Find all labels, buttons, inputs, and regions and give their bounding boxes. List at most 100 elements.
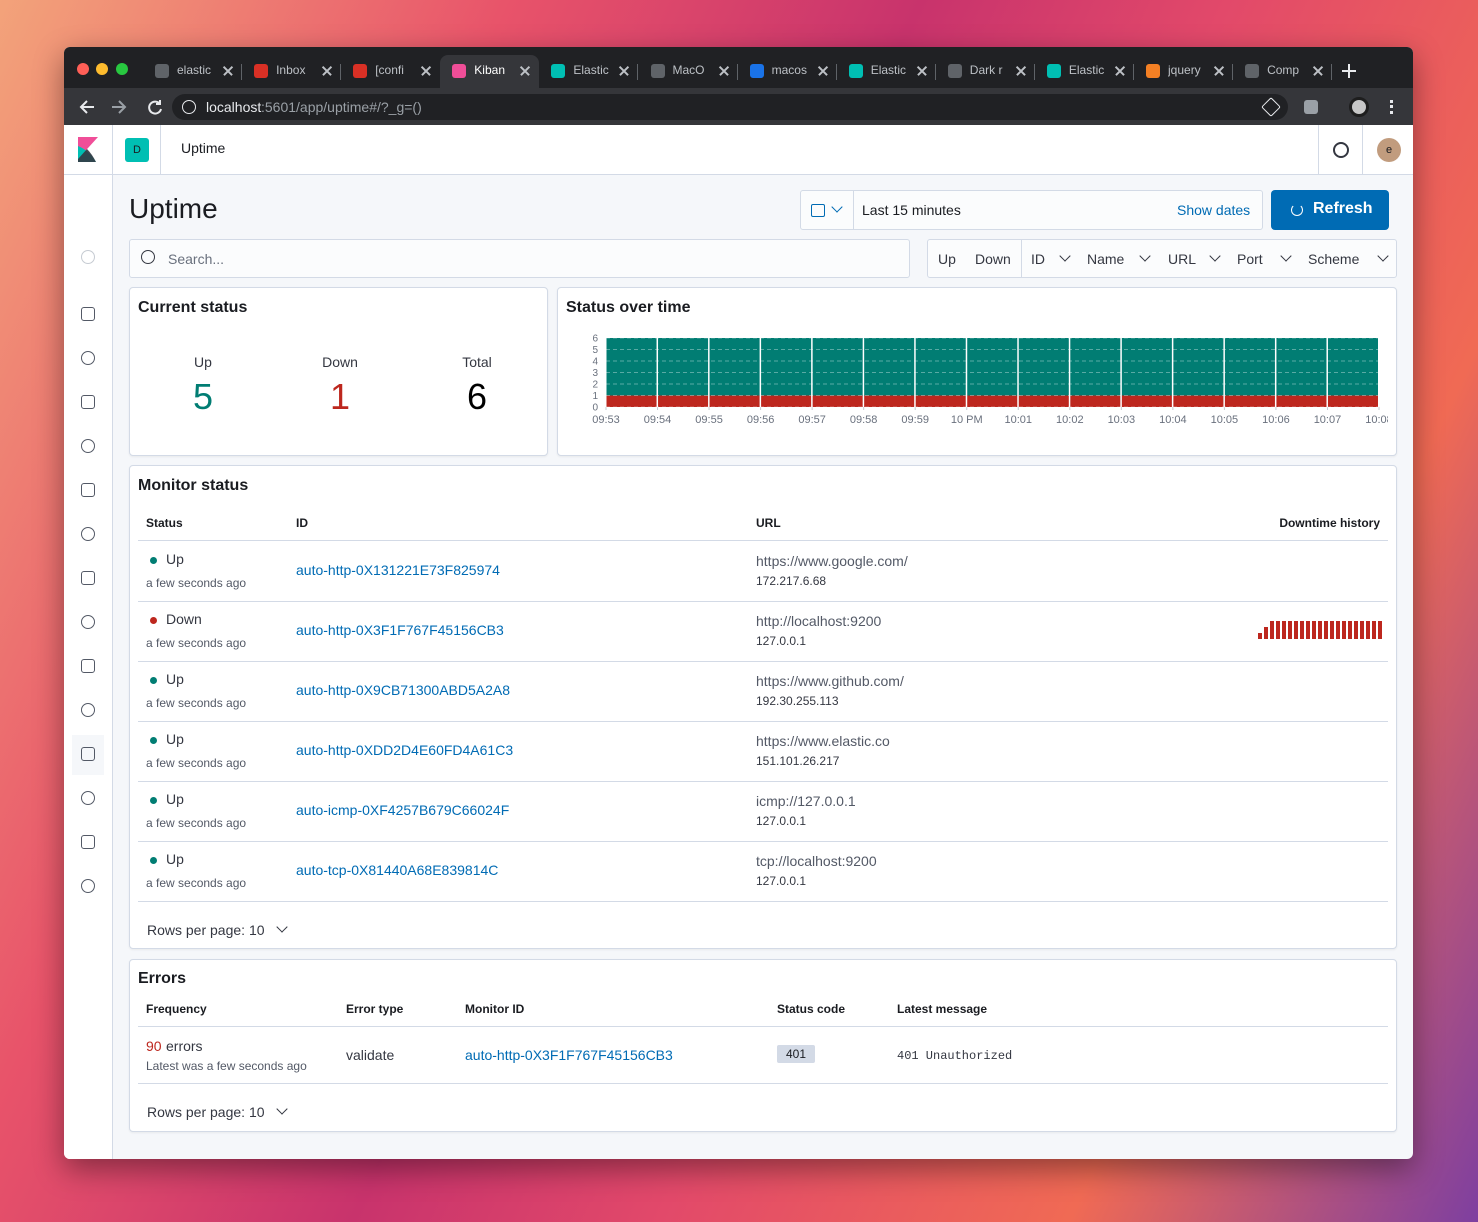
monitor-ip: 127.0.0.1: [756, 874, 807, 888]
bar-segment: [1173, 338, 1224, 396]
tab-close[interactable]: [718, 65, 729, 76]
reload[interactable]: [148, 100, 162, 115]
browser-tab[interactable]: Kiban: [440, 55, 540, 88]
back[interactable]: [79, 100, 94, 114]
column-header: Latest message: [897, 1002, 988, 1016]
calendar-icon[interactable]: [811, 204, 825, 217]
x-tick-label: 10:04: [1159, 414, 1187, 426]
tab-separator: [1132, 64, 1134, 80]
filter-button[interactable]: Port: [1237, 251, 1263, 267]
nav-icon[interactable]: [81, 791, 95, 805]
bookmark-star[interactable]: [1261, 97, 1281, 117]
status-dot: [150, 677, 157, 684]
history-bar: [1288, 621, 1292, 639]
tab-close[interactable]: [817, 65, 828, 76]
space-avatar[interactable]: D: [125, 138, 149, 162]
nav-icon[interactable]: [81, 439, 95, 453]
date-picker[interactable]: Last 15 minutes Show dates: [800, 190, 1263, 230]
show-dates[interactable]: Show dates: [1177, 202, 1251, 218]
address-bar[interactable]: localhost :5601/app/uptime#/?_g=(): [172, 94, 1288, 120]
nav-icon[interactable]: [81, 835, 95, 849]
filter-button[interactable]: URL: [1168, 251, 1197, 267]
browser-tab[interactable]: Dark r: [936, 55, 1035, 88]
history-bar: [1264, 627, 1268, 639]
browser-tab[interactable]: Comp: [1233, 55, 1333, 88]
tab-close[interactable]: [1115, 65, 1125, 76]
tab-icon: [650, 64, 665, 78]
browser-tab[interactable]: jquery: [1134, 55, 1233, 88]
browser-tab[interactable]: Elastic: [837, 55, 936, 88]
extension-icon[interactable]: [1304, 100, 1318, 114]
profile-icon[interactable]: [1349, 97, 1369, 117]
monitor-id[interactable]: auto-http-0XDD2D4E60FD4A61C3: [296, 742, 514, 758]
tab-close[interactable]: [223, 65, 233, 76]
tab-close[interactable]: [322, 65, 332, 76]
kibana-logo[interactable]: [78, 137, 98, 162]
monitor-id[interactable]: auto-icmp-0XF4257B679C66024F: [296, 802, 510, 818]
nav-icon[interactable]: [81, 395, 95, 409]
rows-per-page[interactable]: Rows per page: 10: [147, 1104, 265, 1120]
browser-tab[interactable]: elastic: [143, 55, 242, 88]
status-text: Up: [166, 791, 184, 807]
tab-icon: [1046, 64, 1061, 78]
refresh-button[interactable]: Refresh: [1271, 190, 1389, 230]
browser-tab[interactable]: MacO: [639, 55, 738, 88]
tab-close[interactable]: [421, 65, 431, 76]
nav-icon[interactable]: [81, 659, 95, 673]
tab-close[interactable]: [916, 65, 927, 76]
history-bar: [1360, 621, 1364, 639]
tab-close[interactable]: [520, 65, 531, 76]
x-tick-label: 10:08: [1365, 414, 1388, 426]
menu-icon[interactable]: [1390, 100, 1393, 114]
monitor-id[interactable]: auto-http-0X131221E73F825974: [296, 562, 500, 578]
rows-per-page[interactable]: Rows per page: 10: [147, 922, 265, 938]
tab-close[interactable]: [1214, 65, 1224, 76]
x-tick-label: 10:01: [1005, 414, 1033, 426]
nav-icon[interactable]: [81, 747, 95, 761]
divider: [1318, 125, 1319, 174]
browser-tab[interactable]: [confi: [341, 55, 440, 88]
nav-icon[interactable]: [81, 250, 95, 264]
filter-button[interactable]: Up: [938, 251, 956, 267]
browser-tab[interactable]: macos: [738, 55, 837, 88]
filter-button[interactable]: ID: [1031, 251, 1045, 267]
nav-icon[interactable]: [81, 527, 95, 541]
bar-segment: [915, 338, 966, 396]
tab-close[interactable]: [619, 65, 630, 76]
filter-button[interactable]: Down: [975, 251, 1011, 267]
monitor-id[interactable]: auto-http-0X3F1F767F45156CB3: [465, 1047, 673, 1063]
monitor-id[interactable]: auto-http-0X9CB71300ABD5A2A8: [296, 682, 511, 698]
tab-separator: [241, 64, 242, 80]
tab-close[interactable]: [1313, 65, 1323, 76]
side-nav: [64, 175, 113, 1159]
monitor-id[interactable]: auto-http-0X3F1F767F45156CB3: [296, 622, 504, 638]
nav-icon[interactable]: [81, 483, 95, 497]
monitor-id[interactable]: auto-tcp-0X81440A68E839814C: [296, 862, 499, 878]
zoom-button[interactable]: [116, 63, 128, 75]
browser-tab[interactable]: Elastic: [539, 55, 639, 88]
close-button[interactable]: [77, 63, 89, 75]
new-tab[interactable]: [1342, 64, 1356, 78]
filter-button[interactable]: Name: [1087, 251, 1125, 267]
nav-buttons[interactable]: [74, 95, 174, 119]
x-tick-label: 10:05: [1211, 414, 1239, 426]
nav-icon[interactable]: [81, 615, 95, 629]
nav-icon[interactable]: [81, 571, 95, 585]
filter-button[interactable]: Scheme: [1308, 251, 1360, 267]
nav-icon[interactable]: [81, 307, 95, 321]
tab-close[interactable]: [1016, 65, 1026, 76]
user-avatar[interactable]: e: [1377, 138, 1401, 162]
minimize-button[interactable]: [96, 63, 108, 75]
nav-icon[interactable]: [81, 351, 95, 365]
help-icon[interactable]: [1333, 142, 1349, 158]
bar-segment: [812, 395, 863, 407]
kibana-header: D Uptime e: [64, 125, 1413, 175]
browser-tab[interactable]: Elastic: [1035, 55, 1134, 88]
forward[interactable]: [112, 100, 127, 114]
browser-tab[interactable]: Inbox: [242, 55, 342, 88]
tab-separator: [1232, 64, 1233, 80]
nav-icon[interactable]: [81, 879, 95, 893]
status-time: a few seconds ago: [146, 576, 247, 590]
search-bar[interactable]: Search...: [129, 239, 910, 278]
nav-icon[interactable]: [81, 703, 95, 717]
